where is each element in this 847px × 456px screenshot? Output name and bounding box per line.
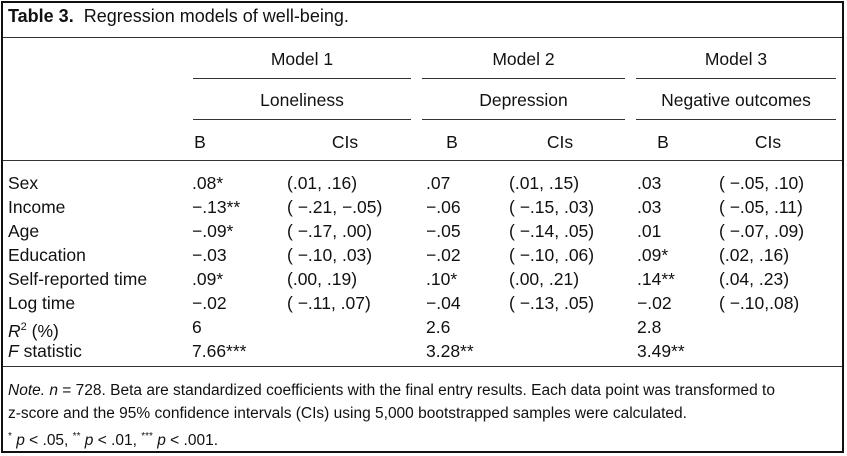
model2-rule-2 [422,119,625,120]
row-label: Log time [8,293,76,313]
cell-m3-b: −.02 [637,293,672,313]
sig-p-1: p [16,432,25,450]
cell-m3-b: .03 [637,197,662,217]
header-bottom-rule [3,160,842,161]
cell-m1-b: −.03 [192,245,227,265]
subheader-cis-1: CIs [331,132,359,152]
subheader-b-2: B [446,132,458,152]
cell-m3-ci: ( −.10,.08) [719,293,800,313]
row-label: F statistic [8,340,82,362]
model-3-outcome: Negative outcomes [661,90,811,110]
cell-m2-ci: ( −.14, .05) [509,221,595,241]
model-2-outcome: Depression [479,90,568,110]
cell-m1-b: −.02 [192,293,227,313]
cell-m2-b: 3.28** [426,341,474,361]
model2-rule [422,78,625,79]
cell-m3-ci: (.02, .16) [719,245,790,265]
cell-m1-ci: ( −.17, .00) [287,221,373,241]
table-caption-label: Table 3. [8,6,74,26]
cell-m1-b: 6 [192,317,202,337]
cell-m3-ci: ( −.05, .11) [719,197,803,217]
cell-m1-ci: ( −.11, .07) [287,293,371,313]
model1-rule-2 [193,119,411,120]
cell-m2-ci: (.00, .21) [509,269,580,289]
cell-m1-ci: (.01, .16) [287,173,358,193]
sig-value-1: < .05, [24,432,73,450]
sig-stars-3: *** [141,431,153,442]
row-label: Income [8,197,66,217]
model-3-name: Model 3 [704,49,768,69]
cell-m3-b: 3.49** [637,341,685,361]
subheader-b-3: B [657,132,669,152]
r-squared-unit: (%) [26,320,59,341]
cell-m1-b: .09* [192,269,224,289]
cell-m3-b: 2.8 [637,317,662,337]
model1-rule [193,78,411,79]
model3-rule [636,78,836,79]
row-label: Sex [8,173,39,193]
r-squared-symbol: R [8,320,21,341]
cell-m3-b: .14** [637,269,675,289]
cell-m3-b: .09* [637,245,669,265]
body-bottom-rule [3,366,842,367]
cell-m1-b: −.09* [192,221,234,241]
sig-p-3: p [157,432,166,450]
cell-m1-ci: ( −.21, −.05) [287,197,383,217]
sig-stars-1: * [8,431,12,442]
cell-m2-ci: (.01, .15) [509,173,580,193]
model-2-name: Model 2 [492,49,555,69]
note-line-1-text: = 728. Beta are standardized coefficient… [58,382,775,399]
model-1-name: Model 1 [270,49,334,69]
subheader-b-1: B [194,132,206,152]
table-note-line-2: z-score and the 95% confidence intervals… [8,405,687,422]
cell-m2-b: −.05 [426,221,461,241]
sig-value-2: < .01, [93,432,142,450]
sig-p-2: p [84,432,94,450]
cell-m1-b: .08* [192,173,224,193]
cell-m2-b: −.04 [426,293,461,313]
cell-m1-b: 7.66*** [192,341,247,361]
cell-m1-ci: (.00, .19) [287,269,358,289]
subheader-cis-3: CIs [754,132,782,152]
cell-m1-b: −.13** [192,197,241,217]
cell-m2-ci: ( −.13, .05) [509,293,595,313]
note-prefix: Note. [8,382,46,399]
row-label: R2 (%) [8,316,59,342]
cell-m3-b: .03 [637,173,662,193]
cell-m3-ci: ( −.07, .09) [719,221,805,241]
table-caption-text: Regression models of well-being. [83,6,349,26]
note-n-symbol: n [49,382,58,399]
sig-stars-2: ** [72,431,81,442]
sig-value-3: < .001. [165,432,218,450]
row-label: Age [8,221,40,241]
cell-m2-b: 2.6 [426,317,451,337]
model3-rule-2 [636,119,836,120]
f-symbol: F [8,341,19,361]
cell-m3-ci: ( −.05, .10) [719,173,805,193]
table-note-line-1: Note. n = 728. Beta are standardized coe… [8,380,775,402]
row-label: Self-reported time [8,269,148,289]
cell-m3-ci: (.04, .23) [719,269,790,289]
cell-m2-b: .07 [426,173,451,193]
cell-m1-ci: ( −.10, .03) [287,245,373,265]
table-note-significance: * p < .05, ** p < .01, *** p < .001. [8,426,218,452]
cell-m2-b: .10* [426,269,458,289]
cell-m2-b: −.02 [426,245,461,265]
model-1-outcome: Loneliness [260,90,344,110]
r-squared-exponent: 2 [20,321,27,333]
row-label: Education [8,245,86,265]
f-statistic-label: statistic [18,341,82,361]
cell-m3-b: .01 [637,221,662,241]
cell-m2-b: −.06 [426,197,461,217]
cell-m2-ci: ( −.10, .06) [509,245,595,265]
top-rule [3,37,842,38]
cell-m2-ci: ( −.15, .03) [509,197,595,217]
table-caption: Table 3. Regression models of well-being… [8,6,349,27]
subheader-cis-2: CIs [546,132,574,152]
